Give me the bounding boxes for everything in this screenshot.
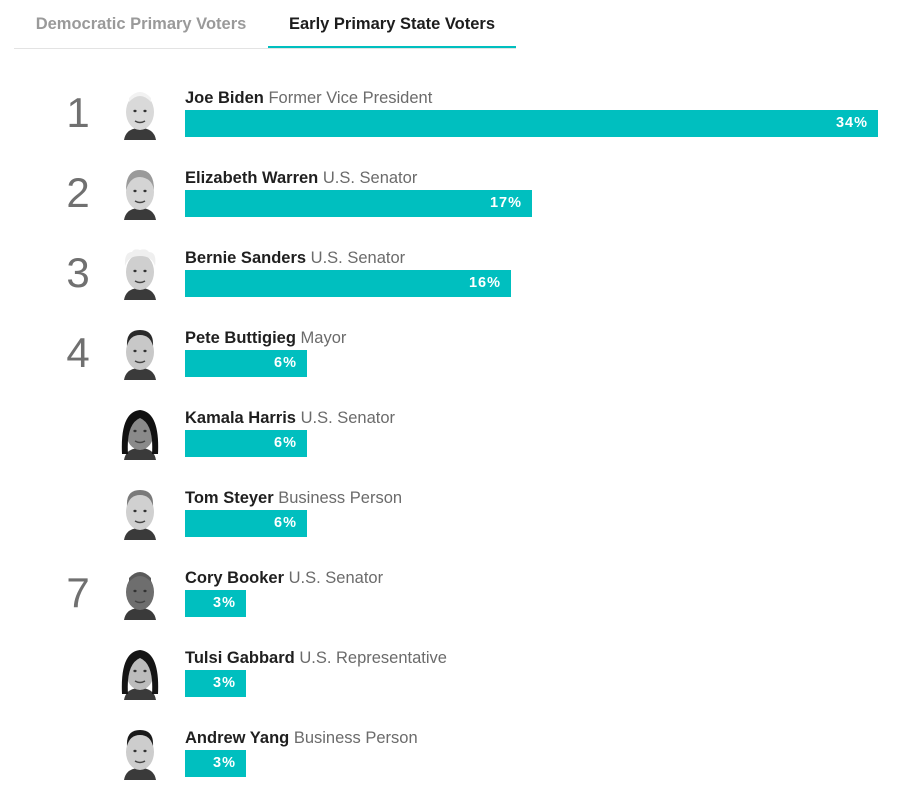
candidate-label: Kamala Harris U.S. Senator xyxy=(185,408,395,428)
candidate-row: Andrew Yang Business Person 3% xyxy=(0,726,904,806)
candidate-title: U.S. Senator xyxy=(310,249,406,267)
bar: 6% xyxy=(185,510,307,537)
rank-number: 1 xyxy=(66,89,90,136)
bar-value-label: 17% xyxy=(489,195,522,211)
bar-value-label: 3% xyxy=(213,675,236,691)
candidate-name: Tom Steyer xyxy=(185,489,274,507)
tab-bar: Democratic Primary Voters Early Primary … xyxy=(14,0,516,49)
kamala-harris-headshot-icon xyxy=(112,404,168,460)
cory-booker-headshot-icon xyxy=(112,564,168,620)
joe-biden-headshot-icon xyxy=(112,84,168,140)
tab-democratic-primary-voters[interactable]: Democratic Primary Voters xyxy=(35,15,247,33)
candidate-label: Andrew Yang Business Person xyxy=(185,728,418,748)
candidate-label: Joe Biden Former Vice President xyxy=(185,88,432,108)
candidate-label: Bernie Sanders U.S. Senator xyxy=(185,248,405,268)
bar-value-label: 6% xyxy=(274,435,297,451)
rank-number: 2 xyxy=(66,169,90,216)
bar-value-label: 6% xyxy=(274,515,297,531)
bar: 3% xyxy=(185,590,246,617)
tulsi-gabbard-headshot-icon xyxy=(112,644,168,700)
candidate-name: Joe Biden xyxy=(185,89,264,107)
candidate-row: Tom Steyer Business Person 6% xyxy=(0,486,904,566)
candidate-title: Business Person xyxy=(293,729,418,747)
bar: 6% xyxy=(185,430,307,457)
pete-buttigieg-headshot-icon xyxy=(112,324,168,380)
candidate-title: U.S. Representative xyxy=(299,649,447,667)
candidate-name: Bernie Sanders xyxy=(185,249,307,267)
candidate-title: U.S. Senator xyxy=(288,569,384,587)
candidate-title: Mayor xyxy=(300,329,347,347)
candidate-name: Cory Booker xyxy=(185,569,285,587)
candidate-name: Andrew Yang xyxy=(185,729,290,747)
candidate-row: Kamala Harris U.S. Senator 6% xyxy=(0,406,904,486)
bar: 3% xyxy=(185,670,246,697)
rank-number: 7 xyxy=(66,569,90,616)
bar: 16% xyxy=(185,270,511,297)
candidate-name: Tulsi Gabbard xyxy=(185,649,295,667)
candidate-label: Cory Booker U.S. Senator xyxy=(185,568,383,588)
candidate-row: Tulsi Gabbard U.S. Representative 3% xyxy=(0,646,904,726)
bar-value-label: 3% xyxy=(213,595,236,611)
candidate-row: 7 Cory Booker U.S. Senator 3% xyxy=(0,566,904,646)
candidate-label: Tulsi Gabbard U.S. Representative xyxy=(185,648,447,668)
rank-number: 4 xyxy=(66,329,90,376)
bar: 3% xyxy=(185,750,246,777)
candidate-label: Elizabeth Warren U.S. Senator xyxy=(185,168,417,188)
candidate-title: Business Person xyxy=(278,489,403,507)
candidate-label: Pete Buttigieg Mayor xyxy=(185,328,346,348)
candidate-title: U.S. Senator xyxy=(322,169,418,187)
andrew-yang-headshot-icon xyxy=(112,724,168,780)
tom-steyer-headshot-icon xyxy=(112,484,168,540)
candidate-row: 2 Elizabeth Warren U.S. Senator 17% xyxy=(0,166,904,246)
bar-value-label: 3% xyxy=(213,755,236,771)
bar: 34% xyxy=(185,110,878,137)
candidate-name: Elizabeth Warren xyxy=(185,169,319,187)
bar-value-label: 34% xyxy=(835,115,868,131)
candidate-row: 4 Pete Buttigieg Mayor 6% xyxy=(0,326,904,406)
bernie-sanders-headshot-icon xyxy=(112,244,168,300)
tab-early-primary-state-voters[interactable]: Early Primary State Voters xyxy=(268,0,516,48)
candidate-row: 1 Joe Biden Former Vice President 34% xyxy=(0,86,904,166)
candidate-name: Pete Buttigieg xyxy=(185,329,296,347)
bar-value-label: 6% xyxy=(274,355,297,371)
candidate-title: Former Vice President xyxy=(268,89,433,107)
candidate-title: U.S. Senator xyxy=(300,409,396,427)
bar: 17% xyxy=(185,190,532,217)
candidate-row: 3 Bernie Sanders U.S. Senator 16% xyxy=(0,246,904,326)
elizabeth-warren-headshot-icon xyxy=(112,164,168,220)
rank-number: 3 xyxy=(66,249,90,296)
candidate-name: Kamala Harris xyxy=(185,409,296,427)
bar: 6% xyxy=(185,350,307,377)
bar-value-label: 16% xyxy=(468,275,501,291)
candidate-label: Tom Steyer Business Person xyxy=(185,488,402,508)
